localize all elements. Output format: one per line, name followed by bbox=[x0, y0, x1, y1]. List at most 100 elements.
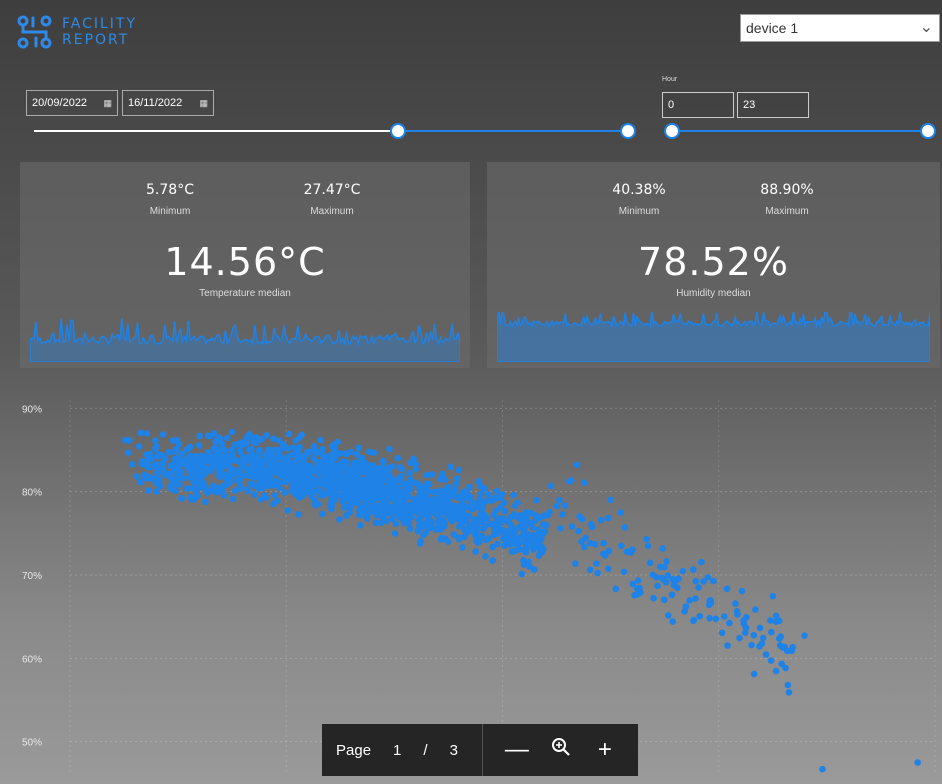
humidity-median-label: Humidity median bbox=[676, 288, 751, 299]
scatter-point bbox=[211, 462, 218, 470]
scatter-point bbox=[206, 458, 213, 465]
scatter-point bbox=[598, 516, 605, 524]
scatter-point bbox=[185, 465, 192, 472]
scatter-point bbox=[419, 483, 426, 491]
scatter-point bbox=[382, 469, 390, 476]
scatter-point bbox=[195, 461, 203, 468]
scatter-point bbox=[456, 523, 463, 530]
scatter-point bbox=[351, 485, 359, 492]
scatter-point bbox=[447, 463, 455, 471]
scatter-point bbox=[168, 474, 175, 482]
scatter-point bbox=[255, 474, 262, 482]
scatter-point bbox=[345, 489, 352, 496]
temperature-median-value: 14.56°C bbox=[164, 240, 326, 284]
scatter-point bbox=[475, 478, 483, 485]
end-date-input[interactable]: 16/11/2022 ▦ bbox=[122, 90, 214, 116]
scatter-point bbox=[663, 579, 670, 586]
scatter-point bbox=[494, 540, 501, 548]
date-slider-end-handle[interactable] bbox=[620, 123, 636, 139]
hour-min-input[interactable]: 0 bbox=[662, 92, 734, 118]
scatter-point bbox=[696, 612, 703, 620]
scatter-point bbox=[251, 491, 258, 498]
date-slider-start-handle[interactable] bbox=[390, 123, 406, 139]
scatter-point bbox=[525, 558, 532, 566]
scatter-point bbox=[307, 463, 314, 470]
scatter-point bbox=[537, 514, 544, 521]
scatter-point bbox=[654, 582, 661, 590]
scatter-point bbox=[568, 477, 575, 484]
scatter-point bbox=[171, 467, 179, 474]
scatter-point bbox=[382, 498, 390, 506]
scatter-point bbox=[398, 472, 405, 480]
logo-line-1: FACILITY bbox=[62, 16, 138, 32]
scatter-point bbox=[194, 480, 202, 487]
humidity-temperature-scatter-chart: 90% 80% 70% 60% 50% bbox=[22, 400, 936, 775]
zoom-in-button[interactable]: + bbox=[597, 736, 612, 763]
scatter-point bbox=[604, 514, 612, 522]
hour-max-input[interactable]: 23 bbox=[737, 92, 809, 118]
scatter-point bbox=[201, 471, 208, 478]
scatter-point bbox=[338, 483, 345, 491]
hour-slider-start-handle[interactable] bbox=[664, 123, 680, 139]
start-date-input[interactable]: 20/09/2022 ▦ bbox=[26, 90, 118, 116]
scatter-point bbox=[228, 428, 236, 436]
scatter-point bbox=[620, 568, 628, 576]
scatter-point bbox=[669, 618, 677, 625]
scatter-point bbox=[295, 511, 302, 518]
facility-report-logo: FACILITY REPORT bbox=[16, 14, 137, 50]
scatter-point bbox=[705, 601, 713, 609]
scatter-point bbox=[216, 473, 223, 480]
scatter-point bbox=[243, 439, 251, 446]
scatter-point bbox=[663, 558, 670, 565]
scatter-point bbox=[310, 455, 317, 462]
scatter-point bbox=[270, 435, 277, 442]
scatter-point bbox=[712, 615, 720, 623]
scatter-point bbox=[166, 483, 174, 490]
device-dropdown[interactable]: device 1 ⌄ bbox=[740, 14, 940, 42]
scatter-point bbox=[317, 436, 325, 444]
scatter-point bbox=[186, 444, 193, 451]
scatter-point bbox=[280, 440, 287, 448]
scatter-point bbox=[404, 502, 411, 509]
scatter-point bbox=[690, 566, 697, 573]
scatter-point bbox=[439, 470, 446, 477]
scatter-point bbox=[440, 507, 448, 515]
scatter-point bbox=[322, 480, 330, 488]
scatter-point bbox=[180, 475, 187, 482]
scatter-point bbox=[284, 507, 292, 514]
scatter-point bbox=[618, 542, 625, 549]
scatter-point bbox=[482, 553, 489, 560]
scatter-point bbox=[493, 487, 501, 495]
scatter-point bbox=[474, 539, 482, 546]
scatter-point bbox=[152, 445, 159, 453]
scatter-point bbox=[406, 469, 413, 477]
scatter-point bbox=[216, 434, 223, 442]
scatter-point bbox=[493, 525, 500, 532]
humidity-median-value: 78.52% bbox=[638, 240, 789, 284]
scatter-point bbox=[232, 457, 239, 465]
scatter-point bbox=[329, 455, 336, 463]
scatter-point bbox=[274, 464, 282, 472]
scatter-point bbox=[593, 560, 600, 567]
scatter-point bbox=[186, 452, 194, 460]
scatter-point bbox=[670, 581, 678, 589]
scatter-point bbox=[704, 574, 712, 581]
zoom-out-button[interactable]: — bbox=[504, 736, 529, 763]
temperature-max: 27.47°C Maximum bbox=[282, 182, 382, 217]
scatter-point bbox=[319, 510, 326, 518]
scatter-point bbox=[477, 490, 485, 497]
temperature-max-value: 27.47°C bbox=[303, 182, 361, 198]
end-date-value: 16/11/2022 bbox=[128, 97, 183, 109]
scatter-point bbox=[734, 611, 741, 618]
zoom-reset-button[interactable] bbox=[539, 736, 583, 764]
scatter-point bbox=[591, 541, 599, 548]
scatter-point bbox=[268, 446, 276, 454]
scatter-point bbox=[759, 634, 767, 642]
scatter-point bbox=[535, 552, 543, 559]
scatter-point bbox=[506, 540, 513, 547]
hour-slider-end-handle[interactable] bbox=[920, 123, 936, 139]
temperature-min: 5.78°C Minimum bbox=[120, 182, 220, 217]
hour-min-value: 0 bbox=[668, 99, 675, 111]
scatter-point bbox=[724, 642, 731, 649]
scatter-point bbox=[374, 486, 381, 493]
